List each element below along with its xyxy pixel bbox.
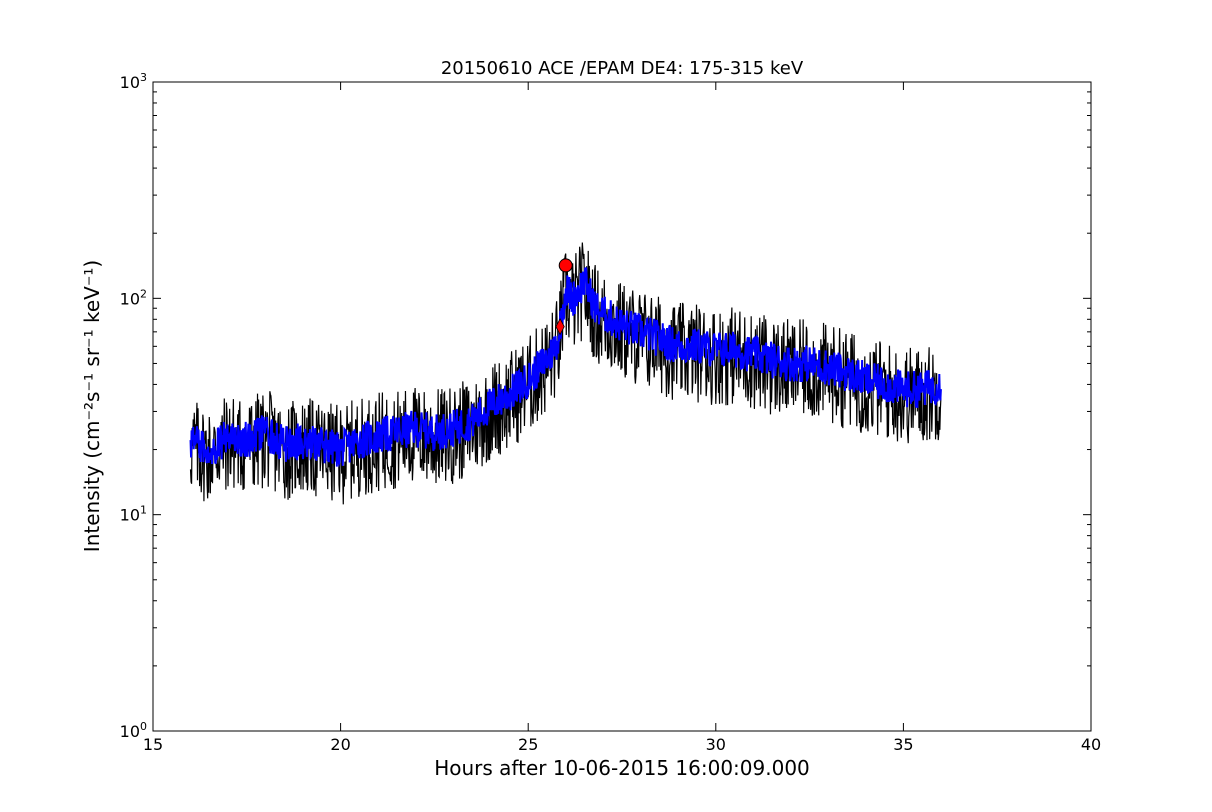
series-layer xyxy=(189,242,942,505)
tick-labels-layer: 15 20 25 30 35 40 100 101 102 103 xyxy=(120,71,1102,754)
x-axis-label: Hours after 10-06-2015 16:00:09.000 xyxy=(434,756,810,780)
x-tick-label: 25 xyxy=(518,735,538,754)
y-tick-label: 102 xyxy=(120,287,147,308)
marker-diamond xyxy=(555,317,565,336)
x-tick-label: 20 xyxy=(330,735,350,754)
y-tick-label: 103 xyxy=(120,71,147,92)
series-line-smoothed xyxy=(189,267,942,468)
x-tick-label: 30 xyxy=(706,735,726,754)
y-axis-label: Intensity (cm⁻²s⁻¹ sr⁻¹ keV⁻¹) xyxy=(80,260,104,552)
series-line-raw xyxy=(189,242,942,505)
marker-layer xyxy=(555,258,573,336)
marker-circle xyxy=(558,258,573,273)
y-tick-label: 100 xyxy=(120,720,147,741)
x-tick-label: 40 xyxy=(1081,735,1101,754)
plot-area xyxy=(152,81,1092,732)
plot-frame xyxy=(152,81,1092,732)
chart-title: 20150610 ACE /EPAM DE4: 175-315 keV xyxy=(441,58,804,79)
ticks-layer xyxy=(152,81,1092,732)
y-tick-label: 101 xyxy=(120,504,147,525)
x-tick-label: 15 xyxy=(143,735,163,754)
x-tick-label: 35 xyxy=(893,735,913,754)
